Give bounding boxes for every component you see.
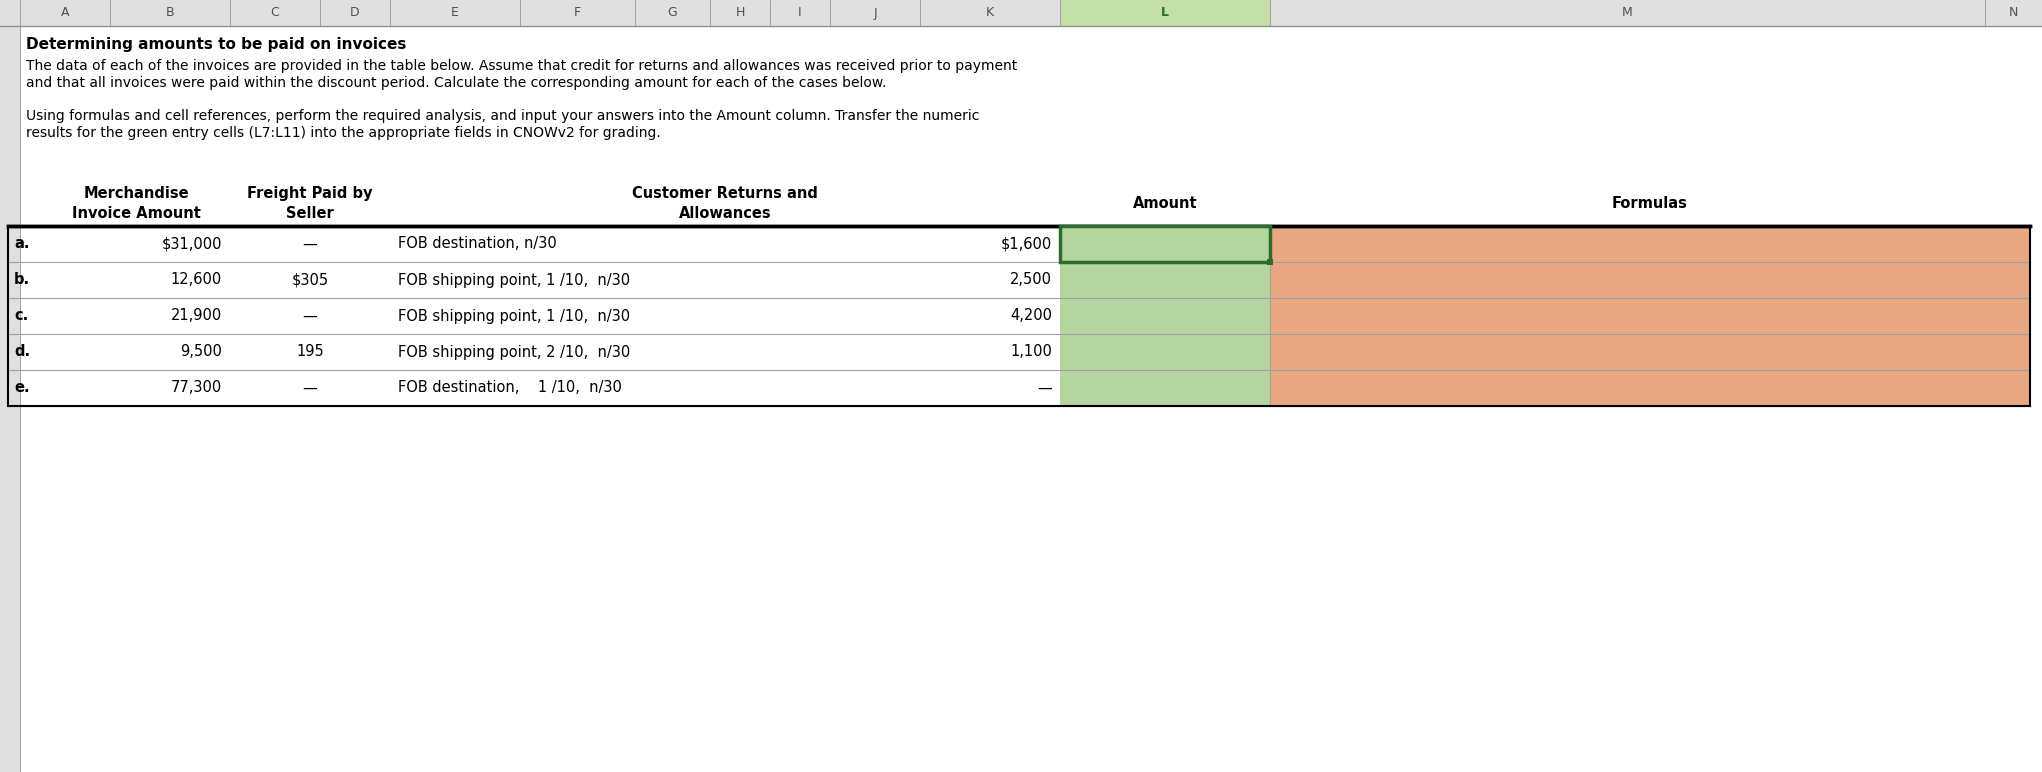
Text: Seller: Seller [286,206,335,221]
Text: Merchandise: Merchandise [84,186,188,201]
Text: FOB destination, n/30: FOB destination, n/30 [398,236,557,252]
Text: D: D [349,6,359,19]
Text: Formulas: Formulas [1611,196,1689,211]
Bar [0,26,20,772]
Text: K: K [986,6,994,19]
Text: FOB shipping point, 1 /10,  n/30: FOB shipping point, 1 /10, n/30 [398,273,631,287]
Text: N: N [2009,6,2017,19]
Text: M: M [1621,6,1634,19]
Text: C: C [272,6,280,19]
Text: FOB destination,    1 /10,  n/30: FOB destination, 1 /10, n/30 [398,381,623,395]
Text: A: A [61,6,69,19]
Text: B: B [165,6,174,19]
Text: $31,000: $31,000 [161,236,223,252]
Bar [1060,226,1270,406]
Text: The data of each of the invoices are provided in the table below. Assume that cr: The data of each of the invoices are pro… [27,59,1017,73]
Text: —: — [302,236,317,252]
Text: d.: d. [14,344,31,360]
Text: J: J [874,6,876,19]
Text: —: — [302,309,317,323]
Text: E: E [451,6,459,19]
Text: Amount: Amount [1133,196,1197,211]
Text: F: F [574,6,582,19]
Text: 21,900: 21,900 [172,309,223,323]
Text: e.: e. [14,381,31,395]
Text: L: L [1162,6,1168,19]
Text: FOB shipping point, 2 /10,  n/30: FOB shipping point, 2 /10, n/30 [398,344,631,360]
Text: FOB shipping point, 1 /10,  n/30: FOB shipping point, 1 /10, n/30 [398,309,631,323]
Text: Freight Paid by: Freight Paid by [247,186,374,201]
Text: c.: c. [14,309,29,323]
Text: and that all invoices were paid within the discount period. Calculate the corres: and that all invoices were paid within t… [27,76,886,90]
Text: 1,100: 1,100 [1011,344,1052,360]
Text: —: — [1037,381,1052,395]
Text: Using formulas and cell references, perform the required analysis, and input you: Using formulas and cell references, perf… [27,109,980,123]
Bar [1060,226,1270,262]
Text: Customer Returns and: Customer Returns and [633,186,819,201]
Text: 195: 195 [296,344,325,360]
Bar [0,0,2042,26]
Text: Invoice Amount: Invoice Amount [71,206,200,221]
Text: 9,500: 9,500 [180,344,223,360]
Text: —: — [302,381,317,395]
Text: G: G [668,6,678,19]
Text: 4,200: 4,200 [1011,309,1052,323]
Bar [1060,0,1270,26]
Text: Determining amounts to be paid on invoices: Determining amounts to be paid on invoic… [27,36,406,52]
Text: $305: $305 [292,273,329,287]
Text: I: I [798,6,803,19]
Text: 2,500: 2,500 [1011,273,1052,287]
Text: H: H [735,6,745,19]
Text: 12,600: 12,600 [172,273,223,287]
Text: Allowances: Allowances [678,206,772,221]
Text: b.: b. [14,273,31,287]
Text: 77,300: 77,300 [172,381,223,395]
Bar [1270,226,2030,406]
Text: a.: a. [14,236,29,252]
Text: results for the green entry cells (L7:L11) into the appropriate fields in CNOWv2: results for the green entry cells (L7:L1… [27,126,662,140]
Bar [1266,259,1272,265]
Text: $1,600: $1,600 [1001,236,1052,252]
